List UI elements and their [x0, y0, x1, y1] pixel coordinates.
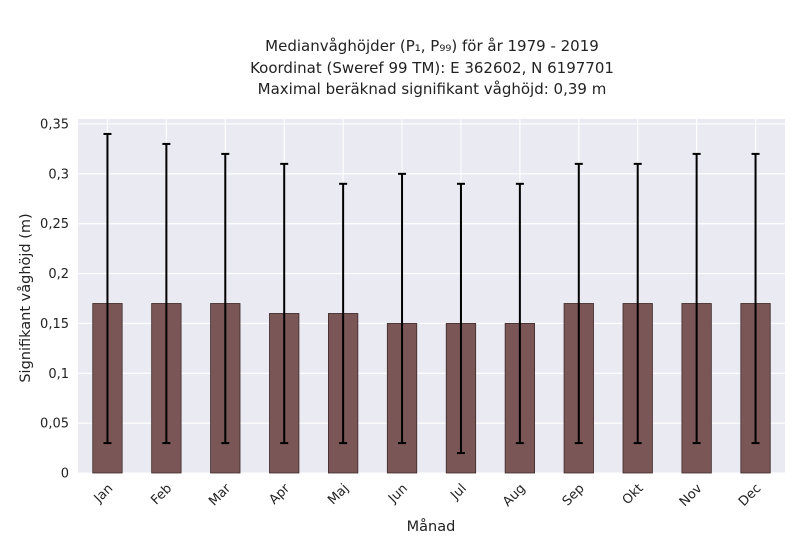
plot-area — [78, 119, 785, 473]
y-tick-label: 0,1 — [48, 367, 69, 382]
x-axis-label: Månad — [407, 518, 456, 535]
x-tick-label: Mar — [206, 481, 234, 509]
x-tick-label: Sep — [560, 481, 588, 509]
error-bar-jul — [456, 182, 465, 455]
y-tick-label: 0,3 — [48, 167, 69, 182]
x-tick-label: Jun — [385, 481, 411, 507]
x-tick-label: Maj — [325, 481, 352, 508]
x-tick-labels: Jan Feb Mar Apr Maj Jun Jul Aug Sep Okt Nov Dec — [91, 481, 765, 510]
x-tick-label: Jul — [447, 481, 469, 503]
error-bars — [103, 132, 760, 455]
x-tick-label: Jan — [91, 481, 116, 506]
x-tick-label: Okt — [620, 481, 647, 508]
y-tick-label: 0 — [61, 467, 69, 482]
error-bar-dec — [751, 152, 760, 445]
chart-title: Medianvåghöjder (P₁, P₉₉) för år 1979 - … — [250, 37, 614, 98]
x-tick-label: Aug — [500, 481, 529, 510]
title-line-1: Medianvåghöjder (P₁, P₉₉) för år 1979 - … — [265, 37, 599, 55]
error-bar-apr — [280, 162, 289, 445]
title-line-2: Koordinat (Sweref 99 TM): E 362602, N 61… — [250, 59, 614, 77]
y-tick-label: 0,35 — [40, 117, 69, 132]
error-bar-aug — [515, 182, 524, 445]
y-tick-label: 0,2 — [48, 267, 69, 282]
y-tick-labels: 0 0,05 0,1 0,15 0,2 0,25 0,3 0,35 — [40, 117, 69, 481]
x-tick-label: Feb — [148, 481, 175, 508]
x-tick-label: Apr — [267, 481, 294, 508]
error-bar-okt — [633, 162, 642, 445]
y-axis-label: Signifikant våghöjd (m) — [17, 213, 34, 382]
x-tick-label: Dec — [736, 481, 764, 509]
title-line-3: Maximal beräknad signifikant våghöjd: 0,… — [258, 80, 607, 98]
error-bar-jun — [398, 172, 407, 445]
error-bar-maj — [339, 182, 348, 445]
x-tick-label: Nov — [677, 481, 706, 510]
y-tick-label: 0,05 — [40, 417, 69, 432]
error-bar-feb — [162, 142, 171, 445]
error-bar-sep — [574, 162, 583, 445]
y-tick-label: 0,25 — [40, 217, 69, 232]
error-bar-jan — [103, 132, 112, 445]
error-bar-mar — [221, 152, 230, 445]
error-bar-nov — [692, 152, 701, 445]
y-tick-label: 0,15 — [40, 317, 69, 332]
y-gridlines — [78, 123, 785, 474]
